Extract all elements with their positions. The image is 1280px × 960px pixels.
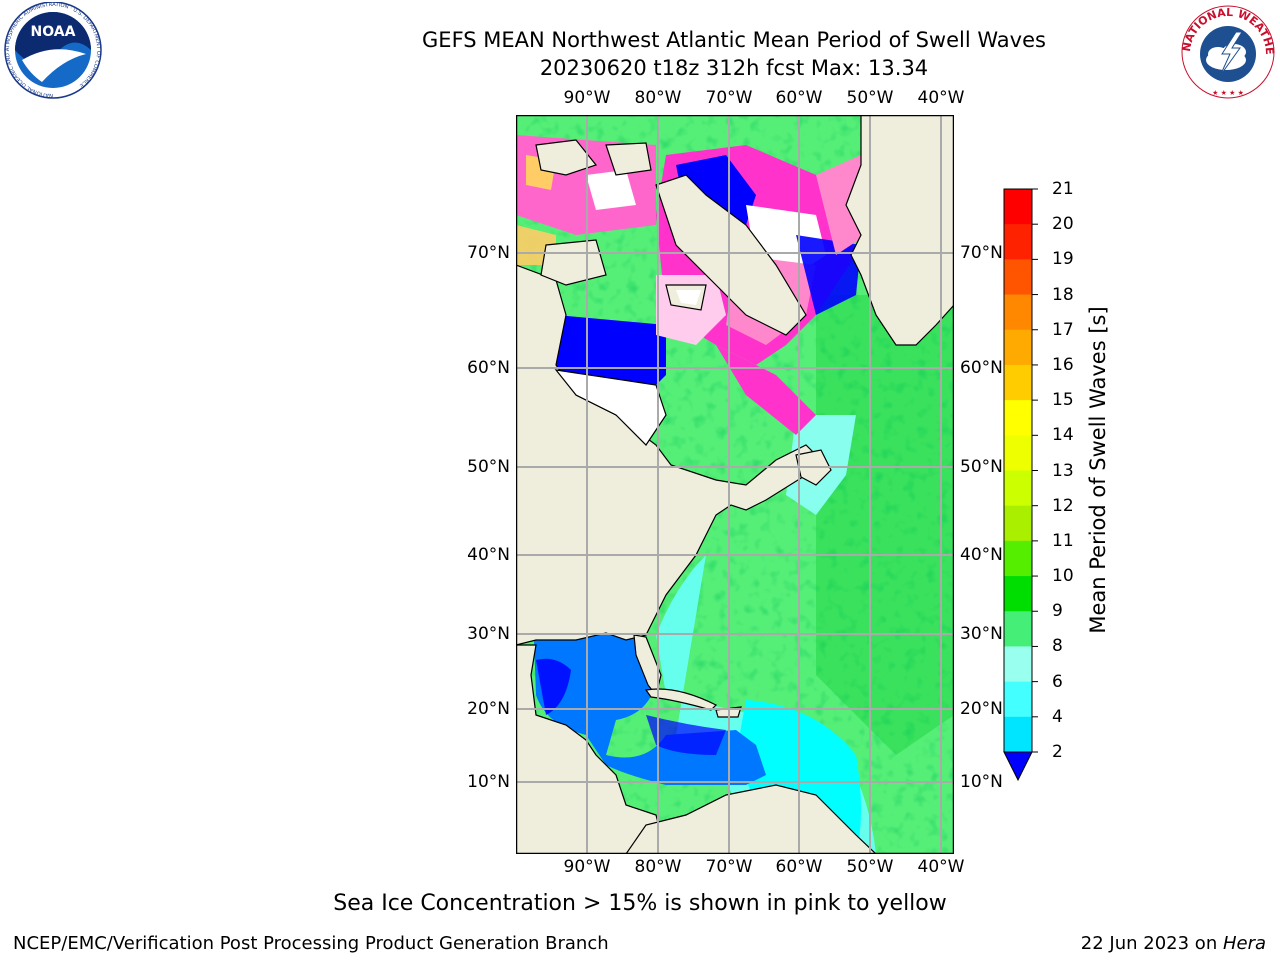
lon-label-top: 90°W <box>563 88 611 108</box>
lat-label-right: 30°N <box>960 624 1003 644</box>
nws-stars: ★ ★ ★ ★ <box>1212 89 1244 97</box>
land <box>516 115 954 854</box>
colorbar-tick-label: 16 <box>1052 354 1074 375</box>
footer-host: Hera <box>1222 933 1266 954</box>
colorbar-bin <box>1004 435 1032 471</box>
nws-logo: NATIONAL WEATHER SERVICE ★ ★ ★ ★ <box>1178 2 1276 99</box>
colorbar-tick-label: 2 <box>1052 742 1063 762</box>
lat-label-left: 20°N <box>467 699 510 719</box>
lon-label-bottom: 70°W <box>705 857 753 877</box>
colorbar-tick-label: 8 <box>1052 636 1063 657</box>
lon-label-top: 80°W <box>634 88 682 108</box>
lon-label-bottom: 90°W <box>563 857 611 877</box>
colorbar-bin <box>1004 646 1032 683</box>
lon-label-bottom: 60°W <box>775 857 823 877</box>
colorbar-tick-label: 6 <box>1052 671 1063 692</box>
noaa-text: NOAA <box>31 24 76 40</box>
lat-label-right: 40°N <box>960 545 1003 565</box>
lon-label-bottom: 40°W <box>917 857 965 877</box>
lat-label-left: 40°N <box>467 545 510 565</box>
colorbar-tick-label: 4 <box>1052 706 1063 727</box>
lat-label-right: 60°N <box>960 358 1003 378</box>
footer-date-text: 22 Jun 2023 on <box>1080 933 1223 954</box>
map-subtitle: 20230620 t18z 312h fcst Max: 13.34 <box>539 56 929 80</box>
colorbar-title: Mean Period of Swell Waves [s] <box>1086 306 1110 634</box>
lat-label-left: 30°N <box>467 624 510 644</box>
graticule <box>516 115 954 854</box>
swell-period-map <box>516 115 954 854</box>
map-title: GEFS MEAN Northwest Atlantic Mean Period… <box>422 28 1046 52</box>
colorbar-tick-label: 21 <box>1052 179 1074 199</box>
noaa-logo: NATIONAL OCEANIC AND ATMOSPHERIC ADMINIS… <box>4 2 102 99</box>
colorbar-tick-label: 13 <box>1052 460 1074 481</box>
lat-label-left: 50°N <box>467 457 510 477</box>
lon-label-bottom: 50°W <box>846 857 894 877</box>
colorbar-bin <box>1004 611 1032 647</box>
lat-label-right: 10°N <box>960 772 1003 792</box>
colorbar-tick-label: 11 <box>1052 530 1074 551</box>
colorbar-tick-label: 15 <box>1052 390 1074 411</box>
colorbar-bin <box>1004 400 1032 436</box>
colorbar-tick-label: 19 <box>1052 249 1074 270</box>
colorbar-bin <box>1004 470 1032 507</box>
colorbar-tick-label: 12 <box>1052 495 1074 516</box>
colorbar-tick-label: 20 <box>1052 214 1074 235</box>
colorbar-bin <box>1004 329 1032 366</box>
colorbar-bin <box>1004 224 1032 260</box>
lat-label-left: 10°N <box>467 772 510 792</box>
lat-label-right: 50°N <box>960 457 1003 477</box>
colorbar-bin <box>1004 505 1032 542</box>
colorbar-tick-label: 18 <box>1052 284 1074 305</box>
lat-label-right: 20°N <box>960 699 1003 719</box>
footer-credit: NCEP/EMC/Verification Post Processing Pr… <box>13 933 609 954</box>
colorbar-bin <box>1004 189 1032 225</box>
lon-label-top: 50°W <box>846 88 894 108</box>
colorbar-bin <box>1004 259 1032 296</box>
map-frame <box>516 115 954 854</box>
lon-label-top: 40°W <box>917 88 965 108</box>
colorbar-bin <box>1004 540 1032 577</box>
colorbar-bin <box>1004 364 1032 401</box>
sea-ice-caption: Sea Ice Concentration > 15% is shown in … <box>333 891 947 916</box>
colorbar-bin <box>1004 681 1032 718</box>
colorbar-tick-label: 17 <box>1052 319 1074 340</box>
colorbar-extend-triangle <box>1003 751 1033 782</box>
colorbar-bin <box>1004 576 1032 612</box>
lon-label-top: 60°W <box>775 88 823 108</box>
colorbar-tick-label: 9 <box>1052 601 1063 622</box>
footer-date: 22 Jun 2023 on Hera <box>1081 933 1266 954</box>
colorbar-tick-label: 14 <box>1052 425 1074 446</box>
colorbar <box>1003 188 1038 782</box>
lat-label-left: 60°N <box>467 358 510 378</box>
colorbar-tick-label: 10 <box>1052 566 1074 587</box>
colorbar-bin <box>1004 716 1032 753</box>
colorbar-bin <box>1004 294 1032 331</box>
lon-label-bottom: 80°W <box>634 857 682 877</box>
lon-label-top: 70°W <box>705 88 753 108</box>
lat-label-right: 70°N <box>960 243 1003 263</box>
lat-label-left: 70°N <box>467 243 510 263</box>
